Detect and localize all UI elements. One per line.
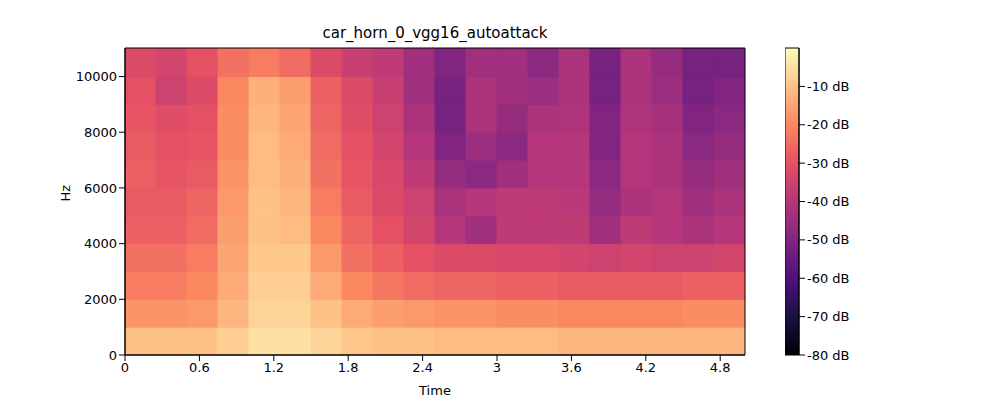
svg-text:Hz: Hz bbox=[58, 185, 73, 202]
svg-text:1.8: 1.8 bbox=[338, 360, 359, 375]
svg-text:8000: 8000 bbox=[84, 125, 117, 140]
svg-text:3.6: 3.6 bbox=[561, 360, 582, 375]
svg-text:1.2: 1.2 bbox=[263, 360, 284, 375]
svg-text:4.2: 4.2 bbox=[635, 360, 656, 375]
svg-text:-60 dB: -60 dB bbox=[807, 271, 850, 286]
svg-text:2000: 2000 bbox=[84, 292, 117, 307]
svg-text:0: 0 bbox=[121, 360, 129, 375]
svg-text:-20 dB: -20 dB bbox=[807, 117, 850, 132]
svg-text:0: 0 bbox=[109, 348, 117, 363]
svg-text:0.6: 0.6 bbox=[189, 360, 210, 375]
svg-text:Time: Time bbox=[418, 383, 451, 398]
svg-text:3: 3 bbox=[493, 360, 501, 375]
html-text:car_horn_0_vgg16_autoattack: car_horn_0_vgg16_autoattack bbox=[322, 24, 548, 42]
svg-text:6000: 6000 bbox=[84, 181, 117, 196]
svg-text:-10 dB: -10 dB bbox=[807, 79, 850, 94]
svg-text:10000: 10000 bbox=[76, 69, 117, 84]
svg-text:-80 dB: -80 dB bbox=[807, 348, 850, 363]
svg-text:-70 dB: -70 dB bbox=[807, 309, 850, 324]
svg-text:4.8: 4.8 bbox=[710, 360, 731, 375]
svg-text:2.4: 2.4 bbox=[412, 360, 433, 375]
svg-text:-30 dB: -30 dB bbox=[807, 156, 850, 171]
svg-text:-50 dB: -50 dB bbox=[807, 232, 850, 247]
svg-text:-40 dB: -40 dB bbox=[807, 194, 850, 209]
svg-text:4000: 4000 bbox=[84, 236, 117, 251]
